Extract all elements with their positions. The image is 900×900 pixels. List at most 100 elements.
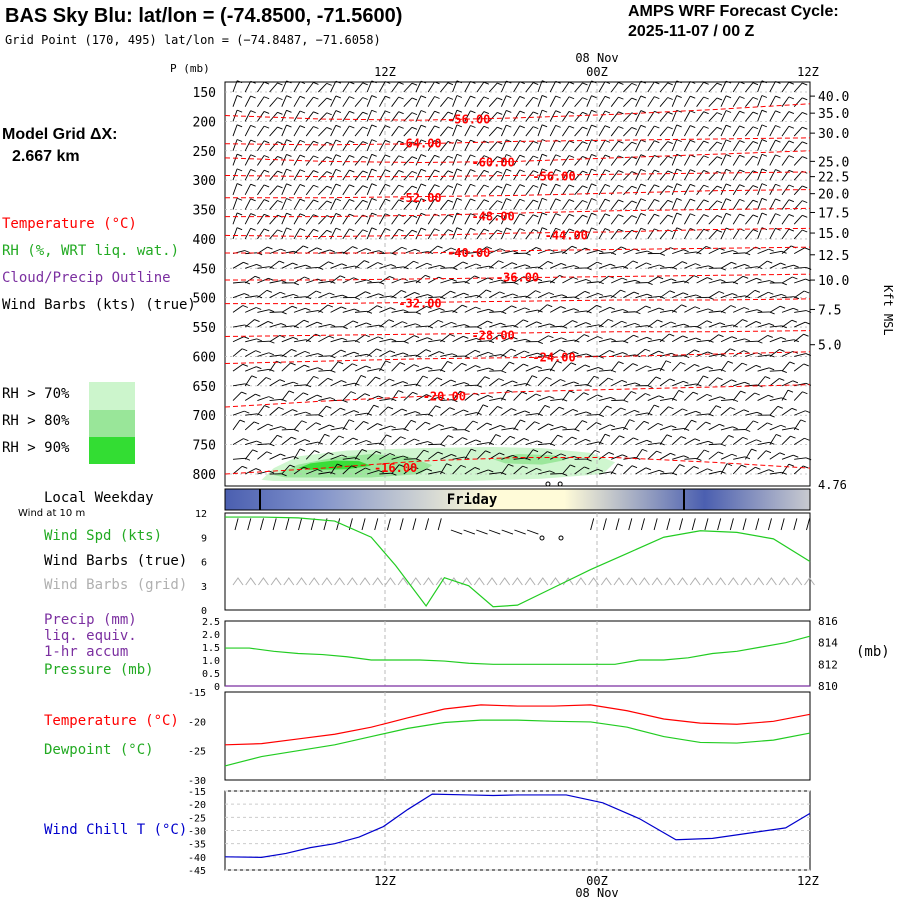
wind-barb-flag [497, 406, 503, 409]
wind-barb [708, 443, 721, 446]
wind-barb [427, 451, 439, 460]
wind-barb [745, 321, 757, 328]
wind-barb-flag [604, 228, 611, 231]
wind-barb [562, 436, 573, 445]
wind-barb [232, 419, 241, 431]
wind-barb [281, 293, 294, 299]
wind-barb [574, 112, 583, 122]
wind-barb [244, 213, 252, 225]
wind-barb [305, 126, 314, 137]
wind-barb [659, 290, 671, 299]
wind-barb-flag [411, 112, 418, 116]
wind-barb-flag [389, 378, 395, 382]
wind-barb-flag [533, 229, 539, 232]
wind-barb [464, 139, 471, 151]
wind-barb-flag [802, 391, 808, 395]
wind-barb-flag [676, 197, 682, 201]
wind-barb [354, 421, 364, 431]
wind-barb [366, 198, 373, 210]
grid-barb [270, 577, 282, 586]
wind-barb [696, 413, 709, 416]
wind-barb [610, 82, 619, 93]
wind-barb-flag [364, 260, 370, 264]
wind-barb [244, 421, 255, 431]
wind-barb-flag [524, 410, 530, 414]
wind-barb [391, 184, 400, 196]
windchill-tick-label: -40 [188, 853, 206, 864]
wind-barb [305, 450, 315, 460]
wind-barb-flag [694, 364, 700, 367]
wind-barb-flag [411, 156, 418, 160]
pressure-label: Pressure (mb) [44, 662, 154, 678]
wind-barb [269, 156, 278, 166]
wind-barb-flag [680, 361, 686, 365]
wind-barb-flag [533, 199, 539, 203]
wind-barb [513, 438, 525, 446]
wind-barb-flag [728, 435, 734, 438]
wind-barb-flag [640, 95, 647, 99]
wind-barb-flag [328, 335, 335, 339]
wind-barb [525, 321, 537, 328]
wind-barb-flag [375, 450, 382, 454]
wind-barb-flag [591, 124, 597, 128]
wind-barb [379, 169, 386, 181]
temperature-contour [225, 246, 811, 254]
wind-barb-flag [719, 423, 725, 427]
kft-tick-label: 15.0 [818, 227, 849, 242]
wind-barb-flag [800, 419, 806, 423]
wind-barb-flag [598, 441, 604, 445]
top-time-tick-00z: 00Z [586, 65, 608, 79]
wind-barb [257, 340, 270, 343]
wind-barb [781, 454, 794, 460]
wind-barb [464, 306, 476, 313]
wind-barb [464, 365, 476, 372]
wind-barb-flag [740, 390, 746, 394]
wind-barb [244, 198, 252, 210]
wind-barb-flag [434, 125, 440, 129]
wind-barb-flag [716, 141, 723, 145]
wind-barb-flag [676, 95, 682, 98]
wind-barb-flag [371, 109, 377, 113]
wind-barb-flag [266, 289, 273, 293]
wind-barb [305, 111, 314, 122]
wind-barb-flag [447, 214, 454, 218]
wind-barb [305, 82, 314, 93]
wind-barb-flag [366, 322, 372, 326]
wind-barb [379, 425, 391, 431]
wind-barb-flag [244, 293, 250, 297]
wind-barb-flag [669, 290, 675, 294]
wind-barb [501, 324, 514, 328]
pressure-tick-label: 750 [193, 439, 216, 454]
wind-barb [550, 325, 563, 328]
wind-barb [720, 293, 733, 299]
wind-barb [671, 304, 682, 313]
wind-barb [684, 110, 691, 122]
wind-barb [318, 304, 329, 313]
wind-barb-flag [744, 338, 751, 342]
wind-barb [793, 156, 803, 166]
wind-barb-flag [352, 320, 359, 324]
wind-barb-flag [414, 248, 421, 252]
wind-barb-flag [362, 155, 368, 159]
wind-barb [501, 281, 514, 284]
wind-barb [793, 97, 803, 107]
wind-barb [464, 251, 477, 255]
wind-barb-flag [608, 318, 614, 322]
wind-barb [659, 472, 672, 475]
wind-barb-flag [365, 248, 372, 251]
wind-barb [647, 368, 660, 372]
wind-barb [366, 154, 373, 166]
wind-barb [500, 183, 507, 196]
wind-barb-flag [301, 420, 307, 424]
wind-barb [318, 424, 330, 431]
legend-temperature: Temperature (°C) [2, 216, 137, 232]
wind-barb-flag [725, 168, 732, 172]
temperature-contour-label: -32.00 [398, 297, 441, 311]
wind-barb-flag [775, 154, 781, 158]
wind-barb-flag [385, 360, 391, 364]
wind-barb [623, 97, 633, 108]
wind-barb-flag [744, 263, 750, 267]
wind-barb [281, 198, 287, 210]
wind-barb-flag [793, 427, 799, 431]
wind-barb-flag [549, 280, 555, 284]
